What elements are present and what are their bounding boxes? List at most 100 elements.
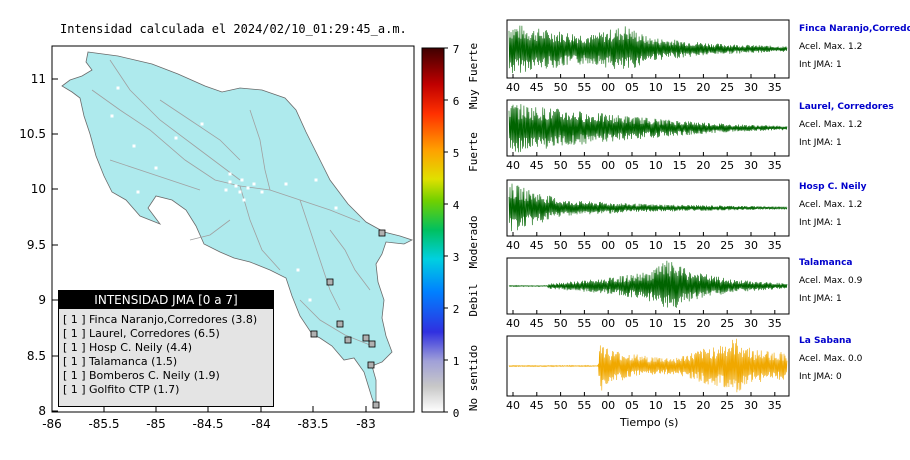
station-info: Talamanca Acel. Max. 0.9 Int JMA: 1 [799,258,862,304]
colorbar-tick-label: 7 [453,43,460,56]
waveform-x-tick-label: 40 [506,317,520,330]
road [299,199,341,311]
road [249,109,271,191]
waveform-x-tick-label: 40 [506,399,520,412]
road [91,89,241,187]
waveform-x-tick-label: 00 [601,159,615,172]
waveform-x-tick-label: 50 [554,317,568,330]
waveform-x-tick-label: 45 [530,317,544,330]
costa-rica-land [61,51,414,409]
legend-title: INTENSIDAD JMA [0 a 7] [59,291,273,309]
colorbar-tick-label: 1 [453,355,460,368]
waveform-x-tick-label: 15 [673,399,687,412]
waveform-x-tick-label: 10 [649,399,663,412]
colorbar [421,47,445,413]
waveform-x-tick-label: 45 [530,159,544,172]
station-jma: Int JMA: 0 [799,372,842,382]
map-y-tick-label: 11 [31,72,46,86]
waveform-trace [508,260,788,308]
waveform-x-tick-label: 55 [577,399,591,412]
waveform-x-tick-label: 30 [744,317,758,330]
map-x-tick-label: -84 [251,417,271,431]
waveform-x-tick-label: 35 [768,399,782,412]
waveform-x-tick-label: 35 [768,317,782,330]
waveform-panel: 40 45 50 55 00 05 10 15 20 25 30 35 [506,335,790,412]
waveform-x-tick-label: 30 [744,239,758,252]
waveform-x-tick-label: 00 [601,239,615,252]
map-y-axis: 11 10.5 10 9.5 9 8.5 8 [19,72,58,418]
waveform-x-tick-label: 45 [530,399,544,412]
waveform-x-tick-label: 10 [649,81,663,94]
map-x-tick-label: -85.5 [88,417,119,431]
waveform-x-tick-label: 05 [625,399,639,412]
station-marker [372,401,380,409]
legend-label: Talamanca (1.5) [89,355,178,368]
station-name: Hosp C. Neily [799,182,867,192]
waveform-panel: 40 45 50 55 00 05 10 15 20 25 30 35 [506,99,790,172]
map-x-tick-label: -84.5 [192,417,223,431]
waveform-x-tick-label: 00 [601,399,615,412]
waveform-x-tick-label: 25 [720,399,734,412]
waveform-panel: 40 45 50 55 00 05 10 15 20 25 30 35 [506,179,790,252]
road [329,229,371,291]
map-y-tick-label: 9.5 [27,238,46,252]
legend-badge: [ 1 ] [63,313,86,326]
station-name: Finca Naranjo,Corredor [799,24,910,34]
map-y-tick-label: 10 [31,182,46,196]
road-network [91,59,371,346]
station-jma: Int JMA: 1 [799,294,842,304]
waveform-x-tick-label: 35 [768,81,782,94]
town-marker [132,144,136,148]
waveform-x-tick-label: 45 [530,81,544,94]
waveform-trace [508,104,788,153]
station-marker [336,320,344,328]
town-marker [246,186,250,190]
legend-item: [ 1 ] Talamanca (1.5) [59,355,273,369]
road [299,299,371,346]
waveform-x-tick-label: 25 [720,317,734,330]
road [109,59,241,181]
waveform-x-tick-label: 20 [696,159,710,172]
legend-item: [ 1 ] Finca Naranjo,Corredores (3.8) [59,313,273,327]
station-marker [310,330,318,338]
map-x-tick-label: -85 [146,417,166,431]
road [109,159,201,191]
waveform-x-tick-label: 00 [601,317,615,330]
waveform-x-tick-label: 30 [744,399,758,412]
map-y-tick-label: 10.5 [19,127,46,141]
station-accel: Acel. Max. 1.2 [799,120,863,130]
waveform-panel: 40 45 50 55 00 05 10 15 20 25 30 35 [506,19,790,94]
map-x-tick-label: -83.5 [297,417,328,431]
waveform-panels: 40 45 50 55 00 05 10 15 20 25 30 35 40 45 50 55 00 05 10 15… [506,19,790,412]
waveform-xlabel: Tiempo (s) [620,416,679,429]
waveform-x-tick-label: 40 [506,159,520,172]
waveform-x-tick-label: 45 [530,239,544,252]
waveform-panel: 40 45 50 55 00 05 10 15 20 25 30 35 [506,257,790,330]
waveform-x-tick-label: 30 [744,159,758,172]
map-y-tick-label: 9 [38,293,46,307]
legend-label: Finca Naranjo,Corredores (3.8) [89,313,258,326]
station-accel: Acel. Max. 0.0 [799,354,863,364]
town-marker [334,206,338,210]
legend-badge: [ 1 ] [63,341,86,354]
station-accel: Acel. Max. 1.2 [799,200,863,210]
station-marker [344,336,352,344]
map-y-tick-label: 8 [38,404,46,418]
station-marker [378,229,386,237]
legend-badge: [ 1 ] [63,369,86,382]
colorbar-tick-label: 0 [453,407,460,420]
waveform-x-tick-label: 50 [554,239,568,252]
town-marker [136,190,140,194]
waveform-x-tick-label: 05 [625,239,639,252]
waveform-x-tick-label: 00 [601,81,615,94]
town-marker [200,122,204,126]
legend-badge: [ 1 ] [63,355,86,368]
station-marker [362,334,370,342]
waveform-trace [508,183,788,232]
town-marker [224,188,228,192]
station-name: Laurel, Corredores [799,102,894,112]
town-marker [252,182,256,186]
waveform-x-tick-label: 10 [649,239,663,252]
legend-item: [ 1 ] Hosp C. Neily (4.4) [59,341,273,355]
colorbar-category-label: Muy Fuerte [467,43,480,109]
